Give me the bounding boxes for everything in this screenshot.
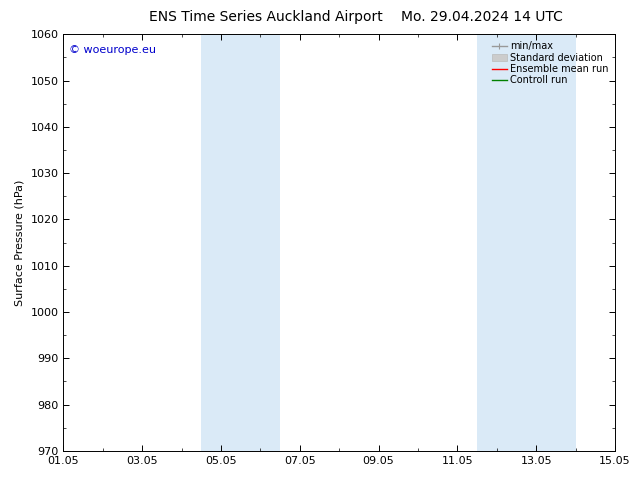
- Text: ENS Time Series Auckland Airport: ENS Time Series Auckland Airport: [150, 10, 383, 24]
- Text: Mo. 29.04.2024 14 UTC: Mo. 29.04.2024 14 UTC: [401, 10, 563, 24]
- Text: © woeurope.eu: © woeurope.eu: [69, 45, 156, 55]
- Bar: [202, 34, 280, 451]
- Bar: [477, 34, 576, 451]
- Y-axis label: Surface Pressure (hPa): Surface Pressure (hPa): [15, 179, 25, 306]
- Legend: min/max, Standard deviation, Ensemble mean run, Controll run: min/max, Standard deviation, Ensemble me…: [490, 39, 610, 87]
